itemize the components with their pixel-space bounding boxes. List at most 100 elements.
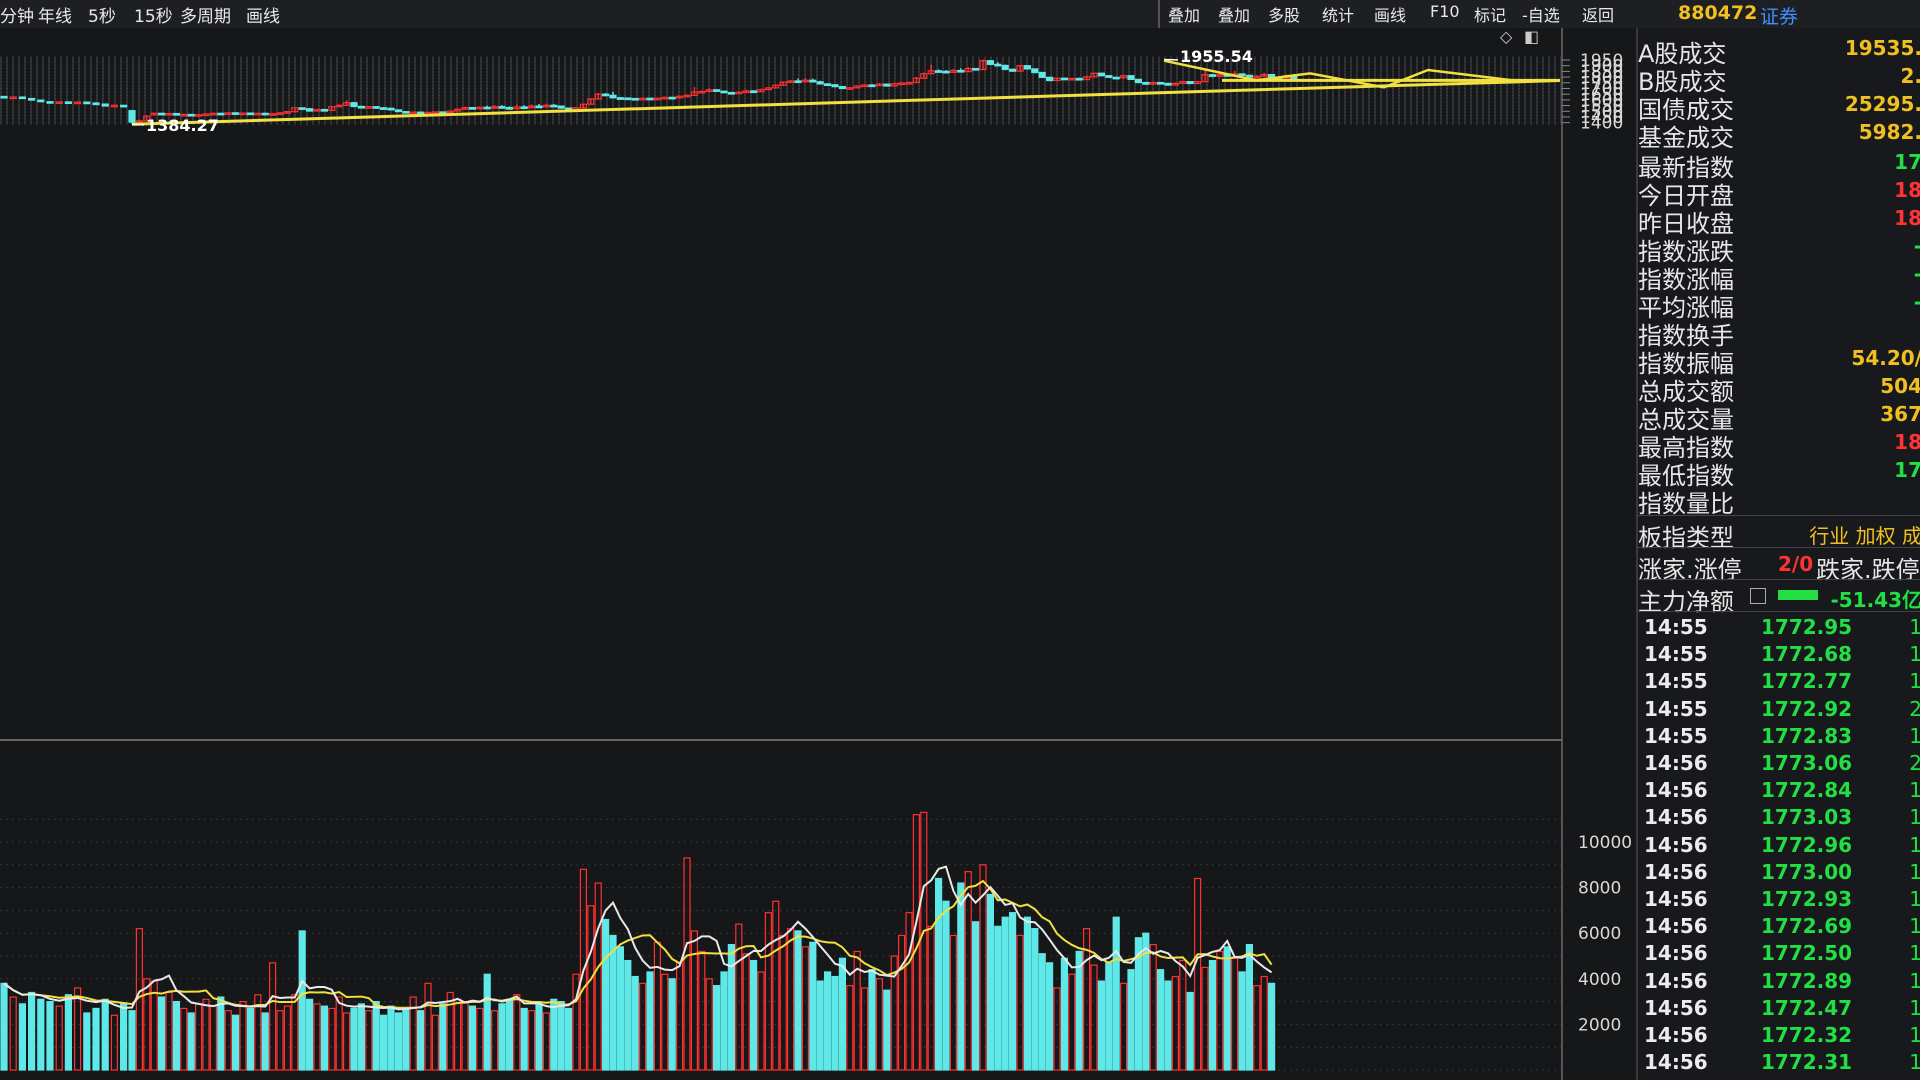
tick-row: 14:56 1772.32 1 xyxy=(1638,1022,1920,1049)
price-tick-label: 1850 xyxy=(1580,62,1623,82)
tab-stats[interactable]: 统计 xyxy=(1322,6,1355,25)
stat-label: 今日开盘 xyxy=(1638,182,1734,210)
price-tick-label: 1600 xyxy=(1580,91,1623,111)
volume-bar xyxy=(246,1007,254,1071)
volume-bar xyxy=(46,1000,54,1071)
volume-bar xyxy=(749,959,758,1071)
volume-bar xyxy=(690,930,699,1071)
menu-icon[interactable] xyxy=(1750,588,1766,604)
volume-bar xyxy=(1193,877,1202,1071)
tick-time: 14:56 xyxy=(1644,778,1708,803)
diamond-icon[interactable]: ◇ xyxy=(1500,28,1513,46)
volume-bar xyxy=(683,857,691,1071)
tab-draw[interactable]: 画线 xyxy=(246,7,280,27)
candle-body xyxy=(1031,68,1039,74)
candle-body xyxy=(846,87,854,90)
volume-tick-label: 6000 xyxy=(1578,924,1621,944)
tab-5s[interactable]: 5秒 xyxy=(88,7,116,27)
up-count-value: 2/0 xyxy=(1778,552,1814,576)
volume-bar xyxy=(239,1000,247,1071)
stat-value: 17 xyxy=(1894,150,1920,174)
volume-bar xyxy=(520,1007,528,1071)
candle-body xyxy=(624,97,632,101)
candle-body xyxy=(979,60,987,71)
volume-bar xyxy=(343,1012,351,1071)
volume-bar xyxy=(949,934,958,1071)
candle-body xyxy=(786,80,795,84)
candle-body xyxy=(616,97,625,100)
trend-lines[interactable] xyxy=(131,58,1561,126)
stat-value: 19535. xyxy=(1844,36,1920,60)
candle-body xyxy=(1112,76,1120,80)
tab-15s[interactable]: 15秒 xyxy=(134,7,173,27)
tick-volume: 1 xyxy=(1909,995,1920,1020)
candle-body xyxy=(1164,82,1172,86)
candle-body xyxy=(483,106,491,110)
volume-bar xyxy=(424,982,432,1071)
candle-body xyxy=(594,93,602,100)
candle-body xyxy=(313,108,321,112)
candle-body xyxy=(727,91,736,95)
volume-bar xyxy=(1031,928,1039,1071)
candle-body xyxy=(934,70,943,73)
volume-bar xyxy=(1105,962,1113,1071)
tick-price: 1772.32 xyxy=(1761,1023,1853,1047)
volume-bar xyxy=(942,900,950,1071)
candle-body xyxy=(668,96,676,100)
main-flow-value: -51.43亿 xyxy=(1830,588,1920,612)
tick-price: 1772.83 xyxy=(1761,723,1853,748)
tab-overlay-1[interactable]: 叠加 xyxy=(1168,6,1201,25)
candle-body xyxy=(912,77,921,84)
kline-chart[interactable]: 1950190018501800175017001650160015501500… xyxy=(0,28,1636,1080)
volume-bar xyxy=(897,934,906,1071)
candle-body xyxy=(964,67,972,73)
tick-price: 1772.95 xyxy=(1761,615,1853,639)
tick-time: 14:55 xyxy=(1644,723,1708,748)
tab-f10[interactable]: F10 xyxy=(1430,2,1460,21)
volume-bar xyxy=(668,978,676,1071)
tab-drawing[interactable]: 画线 xyxy=(1374,6,1407,25)
volume-bar xyxy=(1127,969,1135,1071)
main-flow-row: 主力净额 -51.43亿 xyxy=(1638,582,1920,616)
tab-back[interactable]: 返回 xyxy=(1582,6,1615,25)
tick-price: 1772.93 xyxy=(1761,887,1853,911)
volume-bar xyxy=(1164,980,1172,1071)
volume-bar xyxy=(187,1012,195,1071)
volume-bar xyxy=(853,950,861,1071)
stat-label: 平均涨幅 xyxy=(1638,294,1734,322)
candle-body xyxy=(380,107,388,110)
tab-multi-stock[interactable]: 多股 xyxy=(1268,6,1301,25)
candle-body xyxy=(698,90,706,94)
candle-body xyxy=(1134,78,1143,84)
candle-body xyxy=(46,101,54,104)
tick-price: 1773.03 xyxy=(1761,805,1853,830)
candle-body xyxy=(298,107,306,110)
tab-multi-period[interactable]: 多周期 xyxy=(180,7,231,27)
tab-year[interactable]: 年线 xyxy=(38,7,72,27)
stat-value: 54.20/ xyxy=(1851,346,1920,370)
tab-overlay-2[interactable]: 叠加 xyxy=(1218,6,1251,25)
candle-body xyxy=(73,101,82,105)
tick-time: 14:56 xyxy=(1644,751,1708,775)
volume-bar xyxy=(498,1003,506,1071)
chart-background xyxy=(0,28,1636,1080)
volume-bar xyxy=(971,921,980,1071)
candle-body xyxy=(601,93,610,97)
tab-watchlist[interactable]: -自选 xyxy=(1522,6,1560,25)
stat-row: 国债成交 25295. xyxy=(1638,90,1920,124)
candle-body xyxy=(971,67,980,71)
tick-row: 14:55 1772.83 1 xyxy=(1638,723,1920,750)
volume-bar xyxy=(1253,985,1261,1071)
tab-minute[interactable]: 分钟 xyxy=(0,7,34,27)
window-icon[interactable]: ◧ xyxy=(1524,28,1539,46)
volume-bar xyxy=(764,912,773,1071)
candle-body xyxy=(476,106,484,110)
volume-bar xyxy=(55,1005,63,1071)
tab-mark[interactable]: 标记 xyxy=(1474,6,1507,25)
tick-time: 14:55 xyxy=(1644,642,1708,667)
tick-volume: 2 xyxy=(1909,696,1920,721)
tick-price: 1772.77 xyxy=(1761,669,1853,694)
volume-bar xyxy=(1260,975,1268,1071)
stat-row: 最高指数 18 xyxy=(1638,428,1920,462)
tick-row: 14:55 1772.95 1 xyxy=(1638,614,1920,641)
